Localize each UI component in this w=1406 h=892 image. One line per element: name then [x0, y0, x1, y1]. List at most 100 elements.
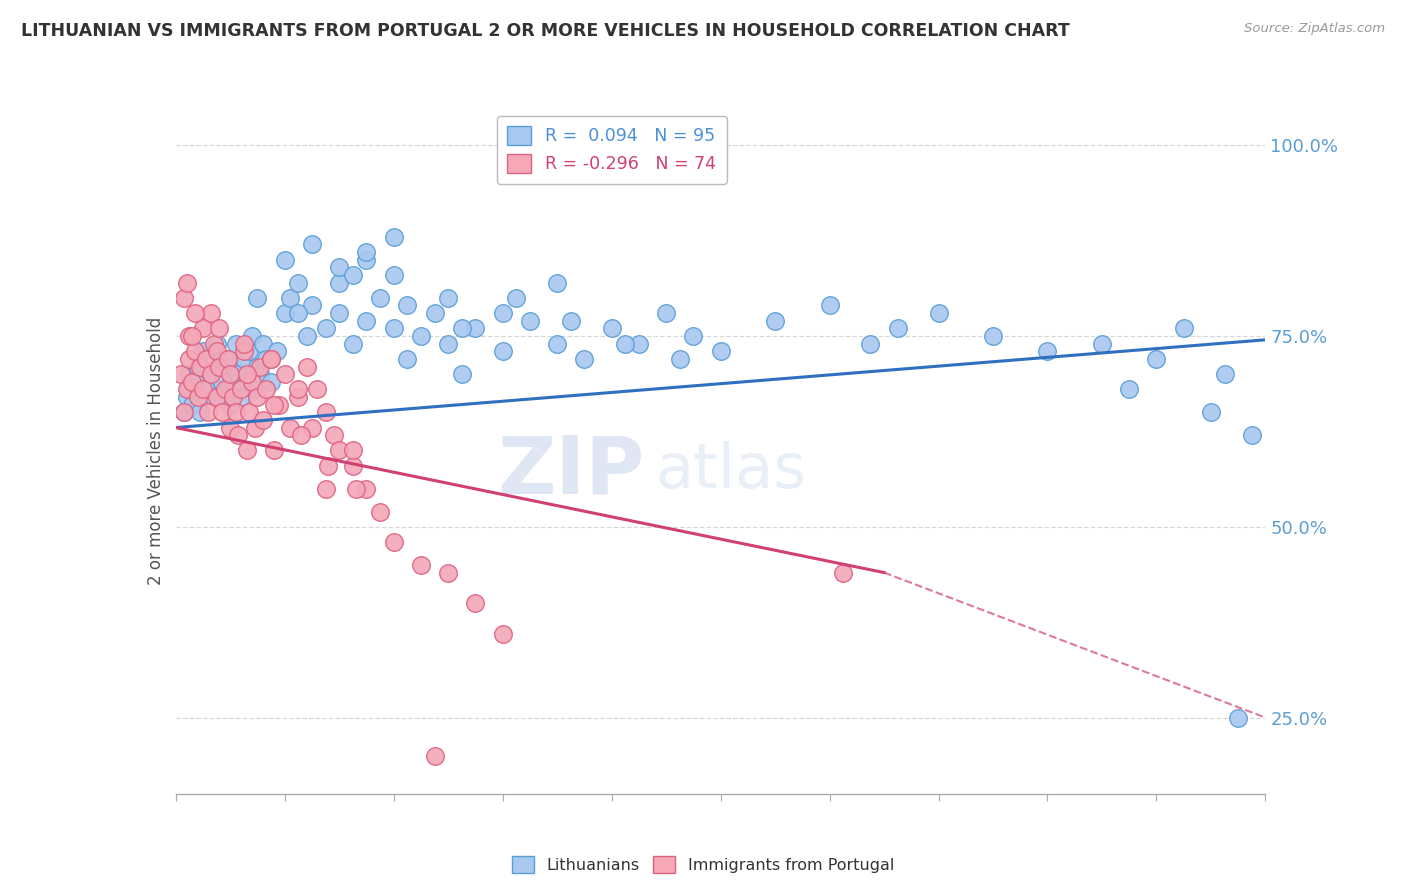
Point [269, 398, 291, 412]
Point [219, 398, 242, 412]
Point [886, 321, 908, 335]
Point [278, 420, 301, 434]
Point [254, 383, 277, 397]
Point [217, 351, 239, 366]
Point [546, 336, 568, 351]
Point [627, 336, 650, 351]
Point [205, 336, 228, 351]
Point [208, 359, 231, 374]
Point [252, 336, 274, 351]
Point [382, 321, 405, 335]
Point [188, 405, 211, 419]
Point [232, 351, 254, 366]
Point [1213, 367, 1236, 381]
Point [249, 359, 271, 374]
Point [342, 458, 364, 473]
Point [382, 535, 405, 549]
Point [342, 336, 364, 351]
Point [194, 351, 217, 366]
Point [211, 375, 233, 389]
Point [211, 405, 233, 419]
Point [254, 351, 277, 366]
Point [179, 351, 201, 366]
Point [231, 390, 253, 404]
Point [287, 383, 309, 397]
Point [179, 329, 201, 343]
Point [222, 359, 245, 374]
Point [278, 291, 301, 305]
Point [1146, 351, 1168, 366]
Legend: R =  0.094   N = 95, R = -0.296   N = 74: R = 0.094 N = 95, R = -0.296 N = 74 [496, 116, 727, 184]
Point [235, 443, 257, 458]
Point [295, 329, 318, 343]
Legend: Lithuanians, Immigrants from Portugal: Lithuanians, Immigrants from Portugal [505, 849, 901, 880]
Point [437, 566, 460, 580]
Point [368, 504, 391, 518]
Point [188, 359, 211, 374]
Point [274, 367, 297, 381]
Point [328, 260, 350, 275]
Point [574, 351, 596, 366]
Point [368, 291, 391, 305]
Point [328, 443, 350, 458]
Point [1118, 383, 1140, 397]
Point [1227, 710, 1250, 724]
Point [231, 383, 253, 397]
Point [219, 420, 242, 434]
Point [560, 314, 582, 328]
Point [202, 336, 225, 351]
Point [222, 390, 245, 404]
Point [301, 298, 323, 312]
Point [228, 428, 250, 442]
Point [197, 351, 219, 366]
Point [600, 321, 623, 335]
Point [200, 367, 222, 381]
Point [181, 329, 204, 343]
Point [184, 375, 207, 389]
Point [205, 390, 228, 404]
Point [225, 336, 247, 351]
Point [546, 276, 568, 290]
Point [315, 321, 337, 335]
Point [238, 344, 260, 359]
Point [382, 268, 405, 282]
Point [356, 482, 378, 496]
Point [274, 252, 297, 267]
Point [232, 336, 254, 351]
Point [295, 359, 318, 374]
Point [191, 344, 214, 359]
Point [217, 383, 239, 397]
Point [240, 375, 263, 389]
Point [246, 291, 269, 305]
Point [668, 351, 690, 366]
Point [266, 344, 288, 359]
Point [249, 367, 271, 381]
Point [263, 443, 285, 458]
Point [322, 428, 344, 442]
Text: LITHUANIAN VS IMMIGRANTS FROM PORTUGAL 2 OR MORE VEHICLES IN HOUSEHOLD CORRELATI: LITHUANIAN VS IMMIGRANTS FROM PORTUGAL 2… [21, 22, 1070, 40]
Point [208, 359, 231, 374]
Point [301, 237, 323, 252]
Point [200, 367, 222, 381]
Point [1199, 405, 1222, 419]
Point [202, 390, 225, 404]
Point [328, 306, 350, 320]
Point [240, 329, 263, 343]
Point [208, 321, 231, 335]
Point [382, 229, 405, 244]
Point [243, 383, 266, 397]
Point [450, 367, 472, 381]
Point [492, 344, 515, 359]
Point [859, 336, 882, 351]
Point [287, 276, 309, 290]
Point [179, 367, 201, 381]
Point [1036, 344, 1059, 359]
Point [214, 351, 236, 366]
Point [173, 405, 195, 419]
Point [252, 413, 274, 427]
Point [179, 383, 201, 397]
Point [710, 344, 733, 359]
Point [464, 321, 486, 335]
Point [176, 383, 198, 397]
Point [232, 344, 254, 359]
